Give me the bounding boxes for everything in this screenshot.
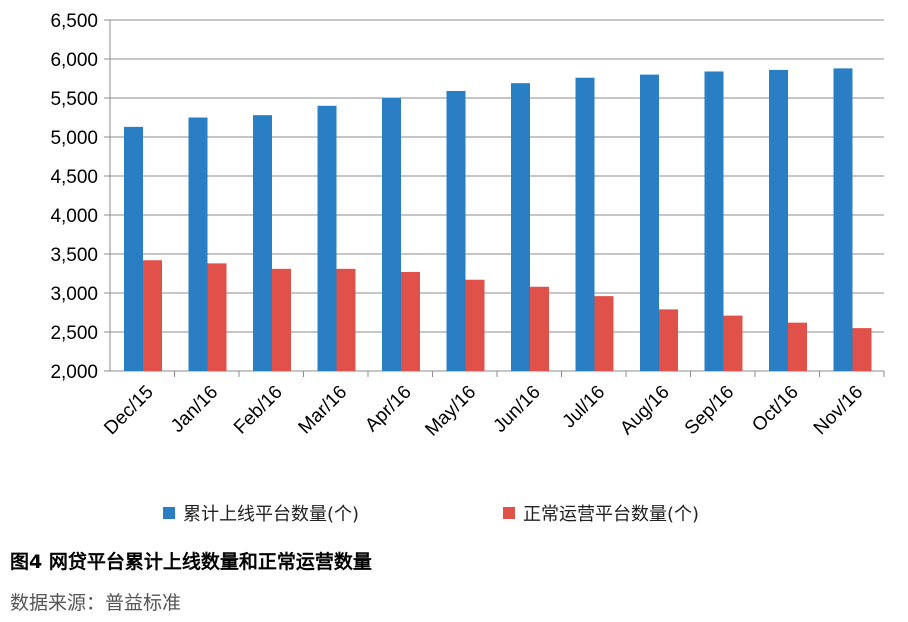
legend-swatch-operating [503,507,515,519]
bar-cumulative [188,117,208,371]
legend-swatch-cumulative [163,507,175,519]
x-tick-label: Oct/16 [748,382,802,436]
x-tick-label: May/16 [421,382,480,441]
bar-cumulative [769,69,788,372]
data-source: 数据来源：普益标准 [10,592,182,614]
bar-operating [143,260,162,371]
bar-cumulative [833,68,853,372]
legend-item-operating: 正常运营平台数量(个) [503,500,699,526]
y-tick-label: 6,000 [50,50,98,71]
x-tick-label: Mar/16 [295,382,352,439]
x-tick-label: Jan/16 [167,382,222,437]
y-tick-label: 6,500 [50,11,98,32]
legend-item-cumulative: 累计上线平台数量(个) [163,500,359,526]
bar-operating [465,279,485,371]
x-tick-label: Sep/16 [681,382,738,439]
bar-operating [659,309,678,371]
y-tick-label: 3,500 [50,245,98,266]
bar-operating [788,322,807,371]
bar-operating [272,268,291,371]
bar-operating [723,315,743,371]
figure-caption: 图4 网贷平台累计上线数量和正常运营数量 [10,551,372,573]
bar-cumulative [704,71,724,371]
bar-cumulative [317,105,337,372]
x-tick-label: Nov/16 [810,382,867,439]
bar-operating [207,263,227,371]
bar-operating [530,286,549,371]
bar-operating [594,296,614,371]
y-tick-label: 4,500 [50,167,98,188]
x-tick-label: Aug/16 [616,382,673,439]
x-tick-label: Jul/16 [559,382,610,433]
bar-chart: 2,000 2,500 3,000 3,500 4,000 4,500 5,000 5,500… [50,11,885,441]
legend-label-cumulative: 累计上线平台数量(个) [183,504,360,525]
bar-operating [336,268,356,371]
y-tick-label: 2,500 [50,323,98,344]
bar-cumulative [640,74,659,371]
x-tick-label: Dec/15 [100,382,157,439]
legend: 累计上线平台数量(个) 正常运营平台数量(个) [0,500,908,530]
x-tick-label: Feb/16 [230,382,287,439]
legend-label-operating: 正常运营平台数量(个) [523,504,700,525]
x-tick-label: Apr/16 [361,382,415,436]
bar-cumulative [253,115,272,371]
y-tick-label: 4,000 [50,206,98,227]
bar-cumulative [575,77,595,371]
bar-operating [852,328,872,371]
bar-operating [401,271,420,371]
x-tick-label: Jun/16 [490,382,545,437]
bar-cumulative [446,90,466,371]
y-tick-label: 2,000 [50,362,98,383]
bar-cumulative [511,83,530,372]
bar-cumulative [124,126,143,371]
y-tick-label: 5,000 [50,128,98,149]
y-tick-label: 5,500 [50,89,98,110]
bar-cumulative [382,98,401,371]
y-tick-label: 3,000 [50,284,98,305]
